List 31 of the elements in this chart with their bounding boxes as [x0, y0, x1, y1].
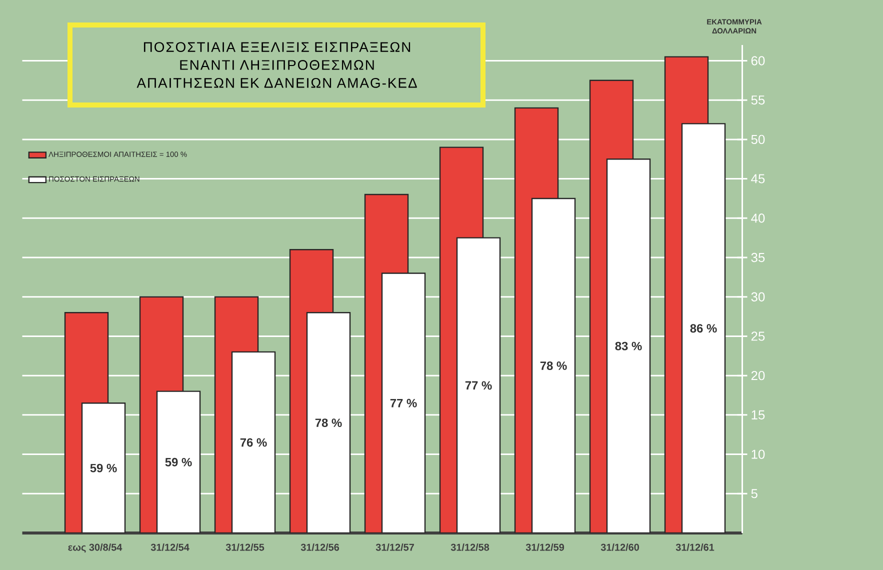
y-tick-label: 30: [751, 292, 765, 302]
x-tick-label: 31/12/59: [526, 544, 564, 551]
annotation: 86 %: [690, 324, 717, 333]
y-tick-label: 45: [751, 174, 765, 184]
annotation: 76 %: [240, 438, 267, 447]
x-tick-label: εως 30/8/54: [68, 544, 122, 553]
x-tick-label: 31/12/54: [150, 544, 190, 551]
y-tick-label: 35: [751, 252, 765, 262]
annotation: 83 %: [615, 342, 642, 350]
y-tick-label: 10: [752, 450, 765, 459]
y-tick-label: 25: [751, 332, 765, 341]
y-tick-label: 55: [751, 96, 765, 105]
y-tick-label: 15: [752, 410, 765, 420]
annotation: 78 %: [540, 362, 567, 370]
y-tick-label: 5: [751, 489, 758, 498]
annotation: 77 %: [390, 398, 417, 408]
x-tick-label: 31/12/56: [300, 544, 340, 551]
annotation: 59 %: [90, 464, 117, 472]
annotation: 77 %: [465, 381, 492, 390]
y-tick-label: 20: [751, 370, 765, 380]
x-tick-label: 31/12/55: [226, 544, 264, 551]
y-tick-label: 50: [751, 134, 765, 144]
x-tick-label: 31/12/57: [376, 544, 414, 551]
text: ΠΟΣΟΣΤΙΑΙΑ ΕΞΕΛΙΞΙΣ ΕΙΣΠΡΑΞΕΩΝ ΕΝΑΝΤΙ ΛΗΞΙΠΡΟΘΕΣΜΩΝ ΑΠΑΙΤΗΣΕΩΝ ΕΚ ΔΑΝΕΙΩΝ ΑΜΑG-ΚΕΔ: [136, 42, 417, 88]
annotation: 78 %: [315, 418, 342, 428]
x-tick-label: 31/12/58: [450, 544, 490, 551]
x-tick-label: 31/12/61: [676, 544, 714, 551]
annotation: 59 %: [165, 458, 192, 466]
y-tick-label: 40: [751, 214, 765, 223]
x-tick-label: 31/12/60: [600, 544, 639, 551]
y-tick-label: 60: [751, 56, 765, 66]
